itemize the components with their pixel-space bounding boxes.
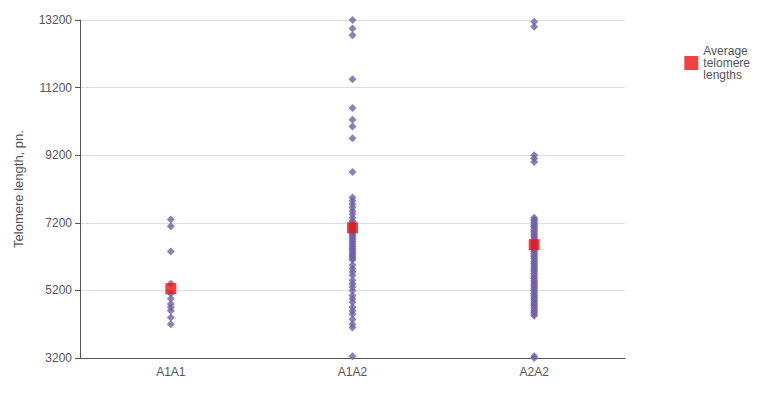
svg-text:Average: Average [703,44,748,58]
svg-text:13200: 13200 [39,13,73,27]
svg-text:A1A2: A1A2 [338,365,368,379]
svg-text:Telomere length, pn.: Telomere length, pn. [11,130,26,248]
svg-text:A1A1: A1A1 [156,365,186,379]
svg-text:11200: 11200 [40,81,73,95]
svg-text:9200: 9200 [45,148,72,162]
svg-text:3200: 3200 [45,351,72,365]
svg-text:5200: 5200 [45,283,72,297]
svg-text:lengths: lengths [703,68,742,82]
svg-text:A2A2: A2A2 [519,365,549,379]
svg-text:7200: 7200 [45,216,72,230]
svg-text:telomere: telomere [703,56,750,70]
